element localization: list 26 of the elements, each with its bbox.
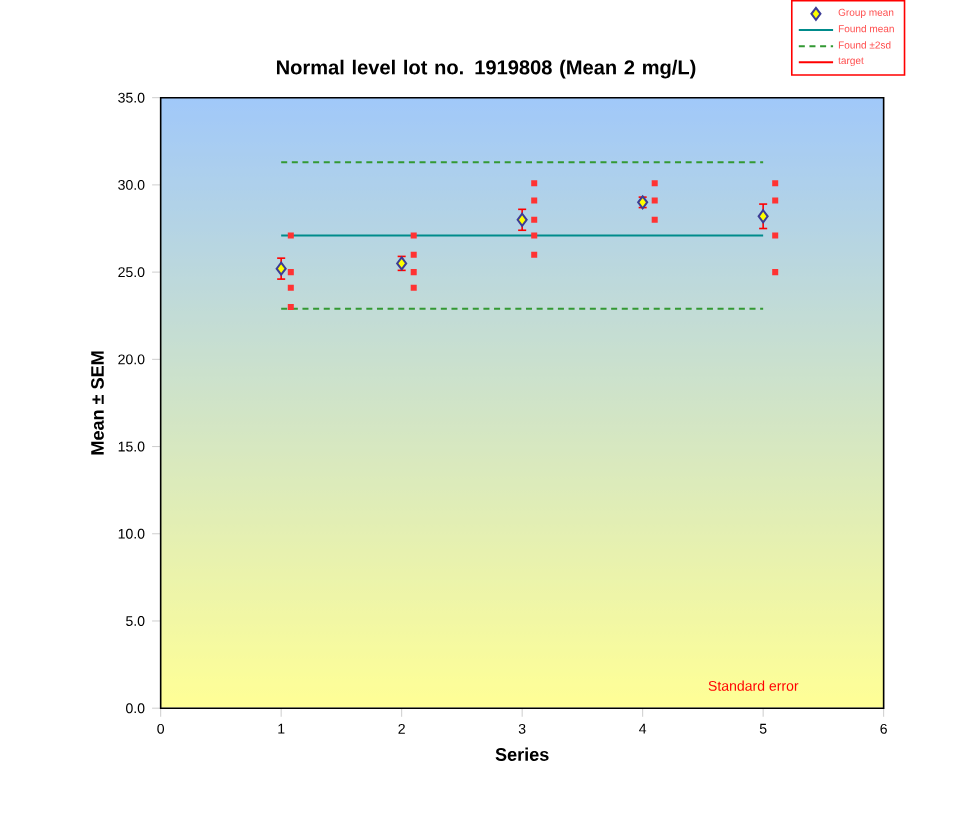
- point: [531, 179, 538, 186]
- point: [772, 197, 779, 204]
- point: [275, 261, 287, 276]
- chart-title: Normal level lot no. 1919808 (Mean 2 mg/L): [276, 59, 696, 79]
- y-axis-title: Mean ± SEM: [91, 351, 104, 455]
- point: [531, 216, 538, 223]
- point: [651, 179, 658, 186]
- point: [651, 197, 658, 204]
- point: [516, 212, 528, 227]
- x-axis-title: Series: [495, 747, 549, 761]
- point: [531, 232, 538, 239]
- point: [772, 232, 779, 239]
- point: [651, 216, 658, 223]
- point: [287, 303, 294, 310]
- point: [531, 197, 538, 204]
- point: [772, 179, 779, 186]
- point: [287, 268, 294, 275]
- point: [287, 232, 294, 239]
- point: [410, 284, 417, 291]
- point: [410, 268, 417, 275]
- point: [287, 284, 294, 291]
- point: [410, 232, 417, 239]
- point: [772, 268, 779, 275]
- point: [757, 208, 769, 223]
- point: [531, 251, 538, 258]
- point: [410, 251, 417, 258]
